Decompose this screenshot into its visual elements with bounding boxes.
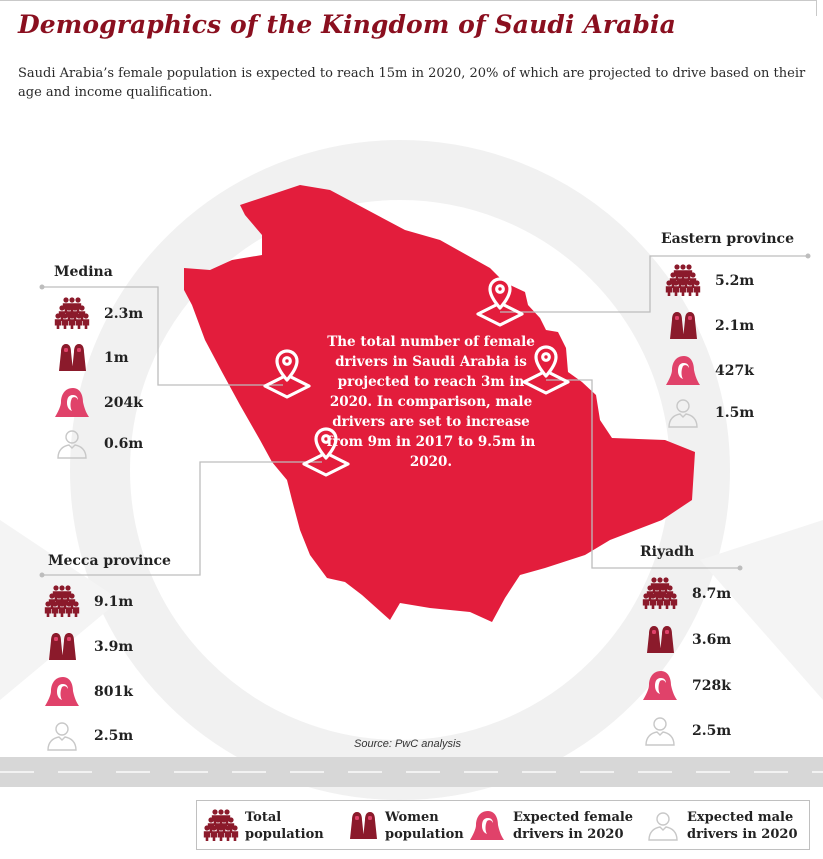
mecca-pin: [302, 427, 350, 477]
riyadh-total-row: 8.7m: [640, 576, 731, 612]
medina-female-drivers-value: 204k: [104, 395, 143, 411]
medina-connector: [42, 286, 283, 386]
legend-total-label: Total population: [245, 810, 324, 842]
eastern-connector: [500, 255, 808, 313]
mecca-total-row: 9.1m: [42, 584, 133, 620]
crowd-icon: [201, 808, 241, 844]
two-women-icon: [42, 629, 82, 665]
crowd-icon: [640, 576, 680, 612]
man-outline-icon: [663, 395, 703, 431]
mecca-title: Mecca province: [48, 553, 171, 569]
eastern-pin: [476, 277, 524, 327]
medina-female-drivers-row: 204k: [52, 385, 143, 421]
two-women-icon: [640, 622, 680, 658]
page-subtitle: Saudi Arabia’s female population is expe…: [18, 66, 806, 100]
top-rule-tick: [816, 0, 817, 16]
map-shape: [184, 185, 695, 622]
riyadh-connector: [546, 379, 740, 569]
eastern-total-value: 5.2m: [715, 273, 755, 289]
crowd-icon: [663, 263, 703, 299]
eastern-total-row: 5.2m: [663, 263, 754, 299]
legend-female-drivers-label: Expected female drivers in 2020: [513, 810, 634, 842]
medina-pin: [263, 349, 311, 399]
crowd-icon: [42, 584, 82, 620]
riyadh-total-value: 8.7m: [692, 586, 732, 602]
legend-total: Total population: [201, 801, 335, 851]
hijab-woman-icon: [52, 385, 92, 421]
source-note: Source: PwC analysis: [354, 738, 461, 750]
eastern-female-drivers-row: 427k: [663, 353, 754, 389]
legend-women-label: Women population: [385, 810, 464, 842]
eastern-female-drivers-value: 427k: [715, 363, 754, 379]
mecca-connector: [42, 461, 322, 576]
crowd-icon: [52, 296, 92, 332]
medina-title: Medina: [54, 264, 113, 280]
mecca-total-value: 9.1m: [94, 594, 134, 610]
riyadh-male-drivers-value: 2.5m: [692, 723, 732, 739]
eastern-women-row: 2.1m: [663, 308, 754, 344]
hijab-woman-icon: [663, 353, 703, 389]
legend-female-drivers: Expected female drivers in 2020: [467, 801, 639, 851]
legend-women: Women population: [343, 801, 475, 851]
riyadh-title: Riyadh: [640, 544, 695, 560]
two-women-icon: [663, 308, 703, 344]
road-dashes: [0, 771, 823, 773]
legend-male-drivers: Expected male drivers in 2020: [643, 801, 807, 851]
eastern-male-drivers-value: 1.5m: [715, 405, 755, 421]
page-title: Demographics of the Kingdom of Saudi Ara…: [18, 10, 676, 39]
legend-male-drivers-label: Expected male drivers in 2020: [687, 810, 798, 842]
man-outline-icon: [643, 808, 683, 844]
riyadh-female-drivers-value: 728k: [692, 678, 731, 694]
mecca-male-drivers-row: 2.5m: [42, 718, 133, 754]
top-rule: [0, 0, 817, 1]
riyadh-women-value: 3.6m: [692, 632, 732, 648]
medina-women-row: 1m: [52, 340, 129, 376]
mecca-female-drivers-value: 801k: [94, 684, 133, 700]
riyadh-pin: [522, 345, 570, 395]
medina-male-drivers-row: 0.6m: [52, 426, 143, 462]
mecca-male-drivers-value: 2.5m: [94, 728, 134, 744]
riyadh-women-row: 3.6m: [640, 622, 731, 658]
hijab-woman-icon: [42, 674, 82, 710]
hijab-woman-icon: [467, 808, 507, 844]
map-pins: [263, 277, 570, 477]
man-outline-icon: [52, 426, 92, 462]
map-central-text: The total number of female drivers in Sa…: [326, 334, 536, 470]
medina-total-value: 2.3m: [104, 306, 144, 322]
riyadh-female-drivers-row: 728k: [640, 668, 731, 704]
riyadh-male-drivers-row: 2.5m: [640, 713, 731, 749]
man-outline-icon: [42, 718, 82, 754]
man-outline-icon: [640, 713, 680, 749]
hijab-woman-icon: [640, 668, 680, 704]
eastern-male-drivers-row: 1.5m: [663, 395, 754, 431]
medina-male-drivers-value: 0.6m: [104, 436, 144, 452]
two-women-icon: [52, 340, 92, 376]
two-women-icon: [343, 808, 383, 844]
mecca-women-row: 3.9m: [42, 629, 133, 665]
mecca-female-drivers-row: 801k: [42, 674, 133, 710]
mecca-women-value: 3.9m: [94, 639, 134, 655]
legend: Total population Women population Expect…: [196, 800, 810, 850]
eastern-title: Eastern province: [661, 231, 794, 247]
medina-total-row: 2.3m: [52, 296, 143, 332]
eastern-women-value: 2.1m: [715, 318, 755, 334]
medina-women-value: 1m: [104, 350, 129, 366]
